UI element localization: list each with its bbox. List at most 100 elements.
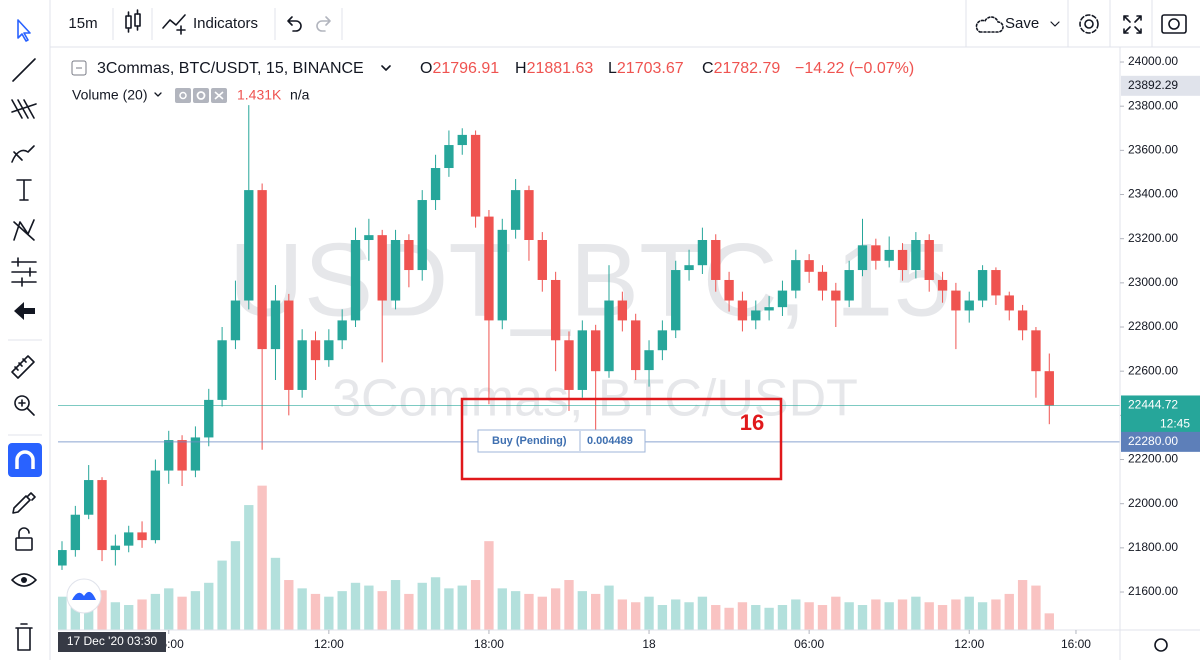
lock-icon <box>18 527 30 539</box>
candle-body <box>751 310 761 321</box>
magnet-tool[interactable] <box>8 443 42 477</box>
volume-bar <box>817 605 828 630</box>
countdown: 12:45 <box>1160 417 1190 431</box>
settings-button[interactable] <box>193 88 209 103</box>
candle-body <box>711 240 721 280</box>
volume-bar <box>150 593 161 630</box>
volume-bar <box>871 599 881 630</box>
volume-bar <box>324 596 334 630</box>
candle-body <box>644 350 654 371</box>
volume-bar <box>177 596 187 630</box>
fullscreen-button[interactable] <box>1123 15 1142 34</box>
candle-body <box>871 245 881 261</box>
volume-bar <box>924 602 934 630</box>
y-tick-label: 23400.00 <box>1128 187 1178 201</box>
cursor-tool[interactable] <box>17 19 31 42</box>
y-tick-label: 23000.00 <box>1128 275 1178 289</box>
volume-bar <box>204 582 214 630</box>
candle-body <box>1017 310 1028 331</box>
back-tool[interactable] <box>14 302 35 320</box>
volume-bar <box>591 593 601 630</box>
candle-body <box>457 134 467 146</box>
collapse-button[interactable] <box>71 60 87 76</box>
volume-bar <box>257 485 267 630</box>
candle-body <box>657 330 668 351</box>
volume-bar <box>284 580 294 630</box>
volume-bar <box>1004 593 1014 630</box>
candle-body <box>310 340 321 361</box>
toolbar-bg <box>50 0 1200 47</box>
indicators-icon[interactable] <box>162 14 186 35</box>
candle-body <box>204 399 214 438</box>
candle-body <box>524 190 534 241</box>
order-box[interactable] <box>477 429 646 453</box>
settings-button[interactable] <box>1079 14 1099 34</box>
volume-bar <box>164 588 174 630</box>
order-label[interactable]: Buy (Pending) 0.004489 <box>477 429 646 453</box>
candle-body <box>791 260 801 291</box>
volume-bar <box>1017 580 1028 630</box>
cloud-icon[interactable] <box>975 16 1004 33</box>
save-menu[interactable] <box>1050 21 1060 27</box>
volume-bar <box>857 605 868 630</box>
volume-bar <box>337 591 347 630</box>
volume-menu-icon[interactable] <box>154 92 162 97</box>
fib-tool[interactable] <box>11 99 37 119</box>
volume-title[interactable]: Volume (20) <box>72 87 147 103</box>
volume-bar <box>764 607 774 630</box>
delete-tool[interactable] <box>15 623 33 651</box>
y-tick-label: 21600.00 <box>1128 584 1178 598</box>
brush-tool[interactable] <box>11 145 35 163</box>
prediction-tool[interactable] <box>11 257 37 287</box>
candle-body <box>964 300 974 311</box>
volume-bar <box>711 605 721 630</box>
magnet-icon <box>15 450 35 469</box>
indicators-button[interactable]: Indicators <box>193 15 258 32</box>
trend-line-tool[interactable] <box>12 58 36 82</box>
icon <box>127 9 139 33</box>
x-tick-label: 18 <box>642 637 656 651</box>
measure-tool[interactable] <box>11 355 35 379</box>
candle-body <box>804 260 814 272</box>
volume-bar <box>537 596 547 630</box>
volume-bar <box>97 590 107 630</box>
zoom-tool[interactable] <box>14 395 30 411</box>
symbol-title[interactable]: 3Commas, BTC/USDT, 15, BINANCE <box>97 60 364 77</box>
candle-body <box>177 440 187 471</box>
candle-body <box>697 240 708 266</box>
hide-tool[interactable] <box>11 573 37 587</box>
snapshot-button[interactable] <box>1161 14 1187 34</box>
volume-bar <box>444 588 454 630</box>
interval-button[interactable]: 15m <box>68 15 97 32</box>
hide-icon <box>179 91 187 100</box>
remove-icon <box>214 91 224 100</box>
pattern-tool[interactable] <box>13 219 35 241</box>
text-tool[interactable] <box>16 179 32 201</box>
hide-button[interactable] <box>175 88 191 103</box>
lock-tool[interactable] <box>15 537 33 551</box>
candle-body <box>404 240 414 271</box>
candle-body <box>911 240 921 271</box>
settings-icon[interactable] <box>1084 19 1094 29</box>
last-price-label: 22444.72 <box>1128 398 1178 412</box>
chart-type-button[interactable] <box>125 9 141 33</box>
candle-body <box>831 290 841 301</box>
candle-body <box>550 279 561 341</box>
volume-value: 1.431K <box>237 87 282 103</box>
save-button[interactable]: Save <box>1005 15 1039 32</box>
x-tick-label: 18:00 <box>474 637 504 651</box>
volume-bar <box>697 596 708 630</box>
axis-settings[interactable] <box>1154 638 1168 652</box>
volume-bar <box>297 588 307 630</box>
candle-body <box>297 340 307 390</box>
candle-body <box>1004 295 1014 311</box>
candle-body <box>1044 371 1054 406</box>
redo-button[interactable] <box>316 16 331 32</box>
candle-body <box>737 300 748 321</box>
x-tick-label: 12:00 <box>954 637 984 651</box>
volume-bar <box>417 582 427 630</box>
undo-button[interactable] <box>287 16 302 32</box>
lock-drawing-tool[interactable] <box>12 492 36 514</box>
symbol-menu-icon[interactable] <box>381 65 391 71</box>
candle-body <box>97 480 107 551</box>
